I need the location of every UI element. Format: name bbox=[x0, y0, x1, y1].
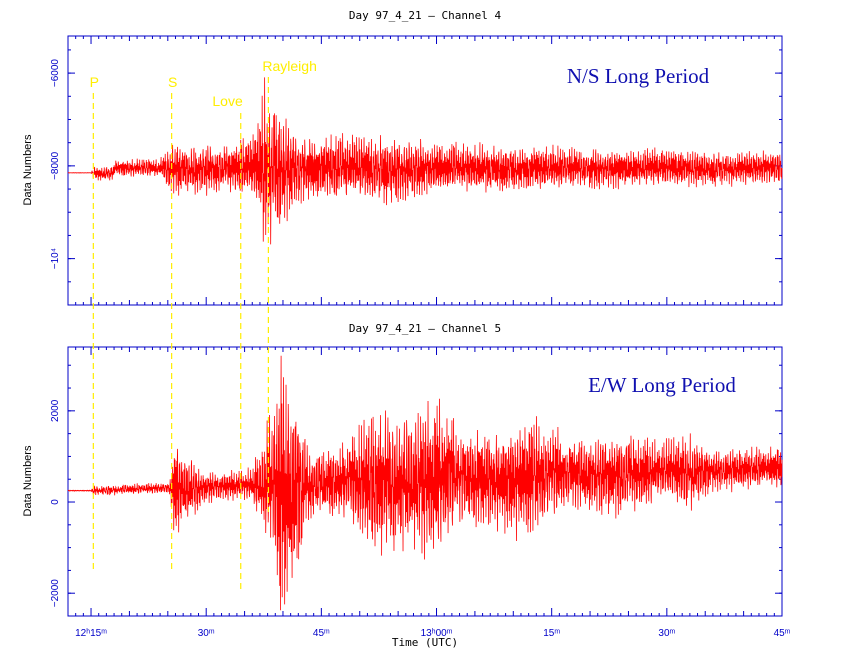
x-axis-ticks-top bbox=[67, 36, 783, 305]
x-tick-label: 15ᵐ bbox=[543, 628, 560, 639]
x-tick-label: 45ᵐ bbox=[313, 628, 330, 639]
phase-label-p: P bbox=[90, 74, 99, 90]
y-tick-label: 0 bbox=[50, 499, 61, 505]
y-axis-label-top: Data Numbers bbox=[22, 134, 34, 205]
phase-arrival-markers: P S Love Rayleigh bbox=[90, 58, 317, 590]
y-tick-label: −10⁴ bbox=[50, 248, 61, 269]
phase-label-s: S bbox=[168, 74, 177, 90]
y-tick-label: 2000 bbox=[50, 399, 61, 422]
panel-channel-5: Day 97_4_21 — Channel 5 2000 0 −2000 12ʰ15… bbox=[22, 322, 791, 649]
x-axis-label: Time (UTC) bbox=[392, 636, 458, 649]
phase-label-love: Love bbox=[212, 93, 243, 109]
waveform-trace-channel-4 bbox=[67, 77, 783, 245]
y-axis-label-bottom: Data Numbers bbox=[22, 445, 34, 516]
y-tick-label: −2000 bbox=[50, 579, 61, 608]
y-tick-label: −8000 bbox=[50, 151, 61, 180]
x-tick-label: 12ʰ15ᵐ bbox=[75, 628, 107, 639]
y-tick-label: −6000 bbox=[50, 59, 61, 88]
waveform-trace-channel-5 bbox=[67, 355, 783, 611]
x-axis-ticks-bottom: 12ʰ15ᵐ 30ᵐ 45ᵐ 13ʰ00ᵐ 15ᵐ 30ᵐ 45ᵐ bbox=[67, 347, 791, 639]
annotation-ns-long-period: N/S Long Period bbox=[567, 64, 710, 88]
panel-channel-4: Day 97_4_21 — Channel 4 −6000 −8000 −10⁴ D… bbox=[22, 9, 783, 306]
phase-label-rayleigh: Rayleigh bbox=[262, 58, 316, 74]
x-tick-label: 30ᵐ bbox=[198, 628, 215, 639]
panel-title-channel-4: Day 97_4_21 — Channel 4 bbox=[349, 9, 502, 22]
panel-title-channel-5: Day 97_4_21 — Channel 5 bbox=[349, 322, 501, 335]
x-tick-label: 13ʰ00ᵐ bbox=[421, 628, 453, 639]
annotation-ew-long-period: E/W Long Period bbox=[588, 373, 736, 397]
plot-frame-bottom bbox=[67, 346, 783, 617]
x-tick-label: 30ᵐ bbox=[658, 628, 675, 639]
x-tick-label: 45ᵐ bbox=[774, 628, 791, 639]
